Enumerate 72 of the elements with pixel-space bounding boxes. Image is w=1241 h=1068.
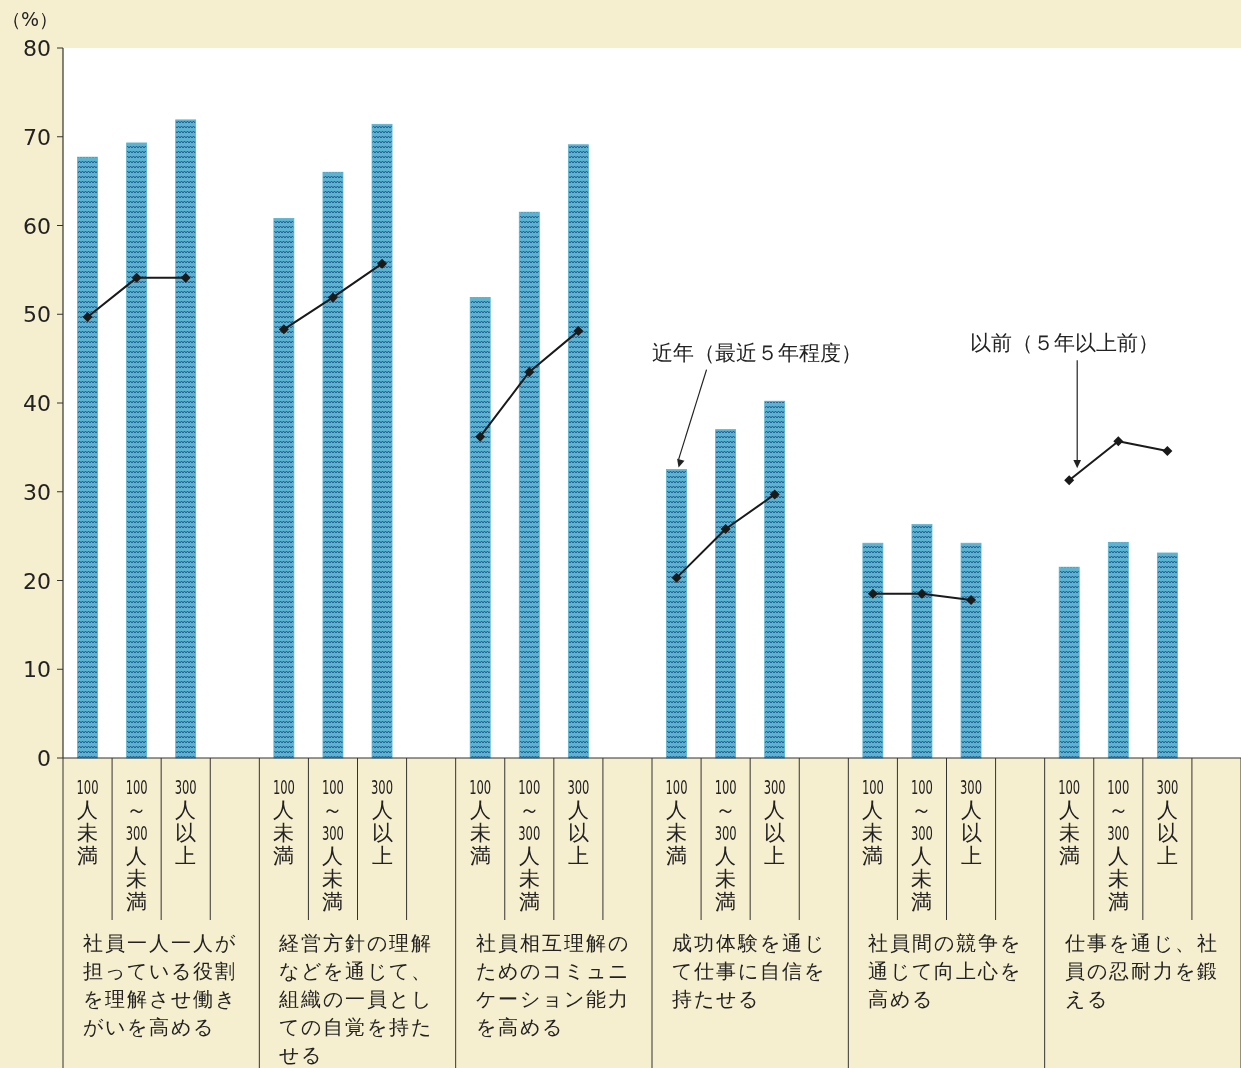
x-tick-label: 300人以上 [567, 776, 604, 868]
y-tick-label: 20 [23, 568, 51, 594]
text: 近年（最近５年程度） [651, 340, 862, 365]
bar [567, 144, 589, 759]
x-tick-label: 300人以上 [174, 776, 211, 868]
y-axis-title: （%） [1, 8, 59, 30]
y-tick-label: 60 [23, 213, 51, 239]
text: 仕事を通じ、社員の忍耐力を鍛える [1063, 931, 1219, 1011]
y-tick-label: 40 [23, 391, 51, 416]
x-tick-label: 100人未満 [861, 776, 899, 868]
bar [371, 123, 393, 759]
point [180, 272, 191, 283]
bar [126, 142, 148, 759]
bar [518, 211, 540, 759]
bar [469, 296, 491, 759]
x-tick-label: 100～300人未満 [518, 776, 555, 914]
x-tick-label: 100人未満 [1058, 776, 1095, 868]
bar [911, 524, 933, 759]
y-tick-label: 0 [37, 746, 51, 771]
bar [77, 156, 98, 759]
point [1064, 475, 1075, 486]
y-tick-label: 70 [23, 124, 51, 150]
bar [1058, 566, 1080, 759]
x-tick-label: 100人未満 [665, 776, 702, 868]
x-tick-label: 100～300人未満 [714, 776, 751, 914]
x-tick-label: 300人以上 [763, 776, 800, 868]
y-tick-label: 50 [23, 302, 51, 328]
point [524, 366, 535, 377]
bar [322, 171, 344, 759]
point [867, 588, 878, 599]
point [327, 292, 338, 303]
point [966, 595, 977, 606]
bar [960, 542, 982, 759]
text: 社員一人一人が担っている役割を理解させ働きがいを高める [83, 931, 237, 1039]
bar [1107, 541, 1129, 759]
x-tick-label: 300人以上 [371, 776, 408, 868]
bar [715, 429, 737, 759]
x-tick-label: 100～300人未満 [910, 776, 948, 914]
x-tick-label: 300人以上 [960, 776, 997, 868]
point [377, 258, 388, 269]
x-tick-label: 100人未満 [469, 776, 506, 868]
text: 社員間の競争を通じて向上心を高める [868, 931, 1023, 1011]
bar [666, 469, 687, 759]
text: 社員相互理解のためのコミュニケーション能力を高める [475, 931, 630, 1039]
point [475, 431, 486, 442]
y-tick-label: 80 [23, 36, 51, 61]
point [278, 324, 289, 335]
point [82, 311, 93, 322]
text: 経営方針の理解などを通じて、組織の一員としての自覚を持たせる [278, 931, 434, 1067]
point [769, 489, 780, 500]
x-tick-label: 300人以上 [1156, 776, 1193, 868]
text: 成功体験を通じて仕事に自信を持たせる [672, 931, 826, 1011]
bar [273, 218, 295, 759]
x-tick-label: 100～300人未満 [1107, 776, 1144, 914]
bar [862, 542, 884, 759]
point [131, 272, 142, 283]
point [1162, 445, 1173, 456]
x-tick-label: 100～300人未満 [321, 776, 359, 914]
text: 以前（５年以上前） [969, 331, 1159, 356]
bar [1156, 552, 1178, 759]
point [720, 524, 731, 535]
point [573, 326, 584, 337]
x-tick-label: 100人未満 [76, 776, 113, 868]
x-tick-label: 100～300人未満 [125, 776, 162, 914]
point [916, 588, 927, 599]
x-tick-label: 100人未満 [272, 776, 310, 868]
y-tick-label: 10 [23, 657, 51, 683]
point [671, 572, 682, 583]
y-tick-label: 30 [23, 479, 51, 505]
bar [764, 400, 786, 759]
point [1113, 436, 1124, 447]
bar [175, 119, 197, 759]
